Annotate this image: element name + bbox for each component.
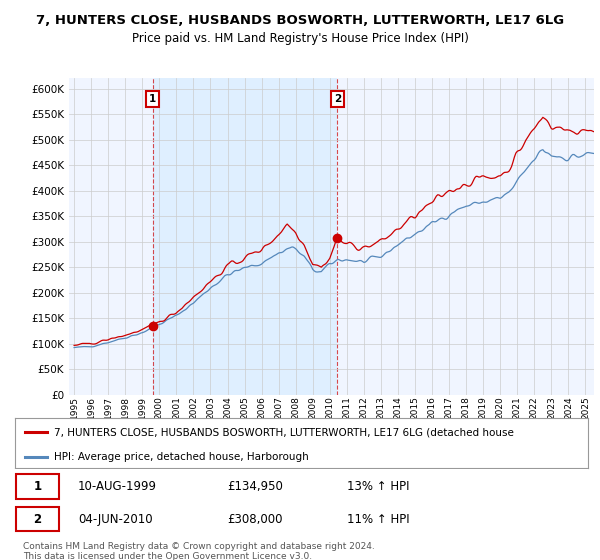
Text: HPI: Average price, detached house, Harborough: HPI: Average price, detached house, Harb… bbox=[54, 452, 309, 462]
Text: Contains HM Land Registry data © Crown copyright and database right 2024.
This d: Contains HM Land Registry data © Crown c… bbox=[23, 542, 374, 560]
Text: 10-AUG-1999: 10-AUG-1999 bbox=[78, 480, 157, 493]
Text: 1: 1 bbox=[33, 480, 41, 493]
Text: 13% ↑ HPI: 13% ↑ HPI bbox=[347, 480, 410, 493]
Text: Price paid vs. HM Land Registry's House Price Index (HPI): Price paid vs. HM Land Registry's House … bbox=[131, 32, 469, 45]
Text: 2: 2 bbox=[33, 512, 41, 526]
Text: 1: 1 bbox=[149, 94, 156, 104]
Text: £308,000: £308,000 bbox=[227, 512, 283, 526]
FancyBboxPatch shape bbox=[16, 507, 59, 531]
Text: 7, HUNTERS CLOSE, HUSBANDS BOSWORTH, LUTTERWORTH, LE17 6LG (detached house: 7, HUNTERS CLOSE, HUSBANDS BOSWORTH, LUT… bbox=[54, 427, 514, 437]
Text: 7, HUNTERS CLOSE, HUSBANDS BOSWORTH, LUTTERWORTH, LE17 6LG: 7, HUNTERS CLOSE, HUSBANDS BOSWORTH, LUT… bbox=[36, 14, 564, 27]
Text: 2: 2 bbox=[334, 94, 341, 104]
Bar bbox=[152, 78, 337, 395]
Text: 04-JUN-2010: 04-JUN-2010 bbox=[78, 512, 152, 526]
Text: 11% ↑ HPI: 11% ↑ HPI bbox=[347, 512, 410, 526]
Text: £134,950: £134,950 bbox=[227, 480, 283, 493]
FancyBboxPatch shape bbox=[16, 474, 59, 498]
